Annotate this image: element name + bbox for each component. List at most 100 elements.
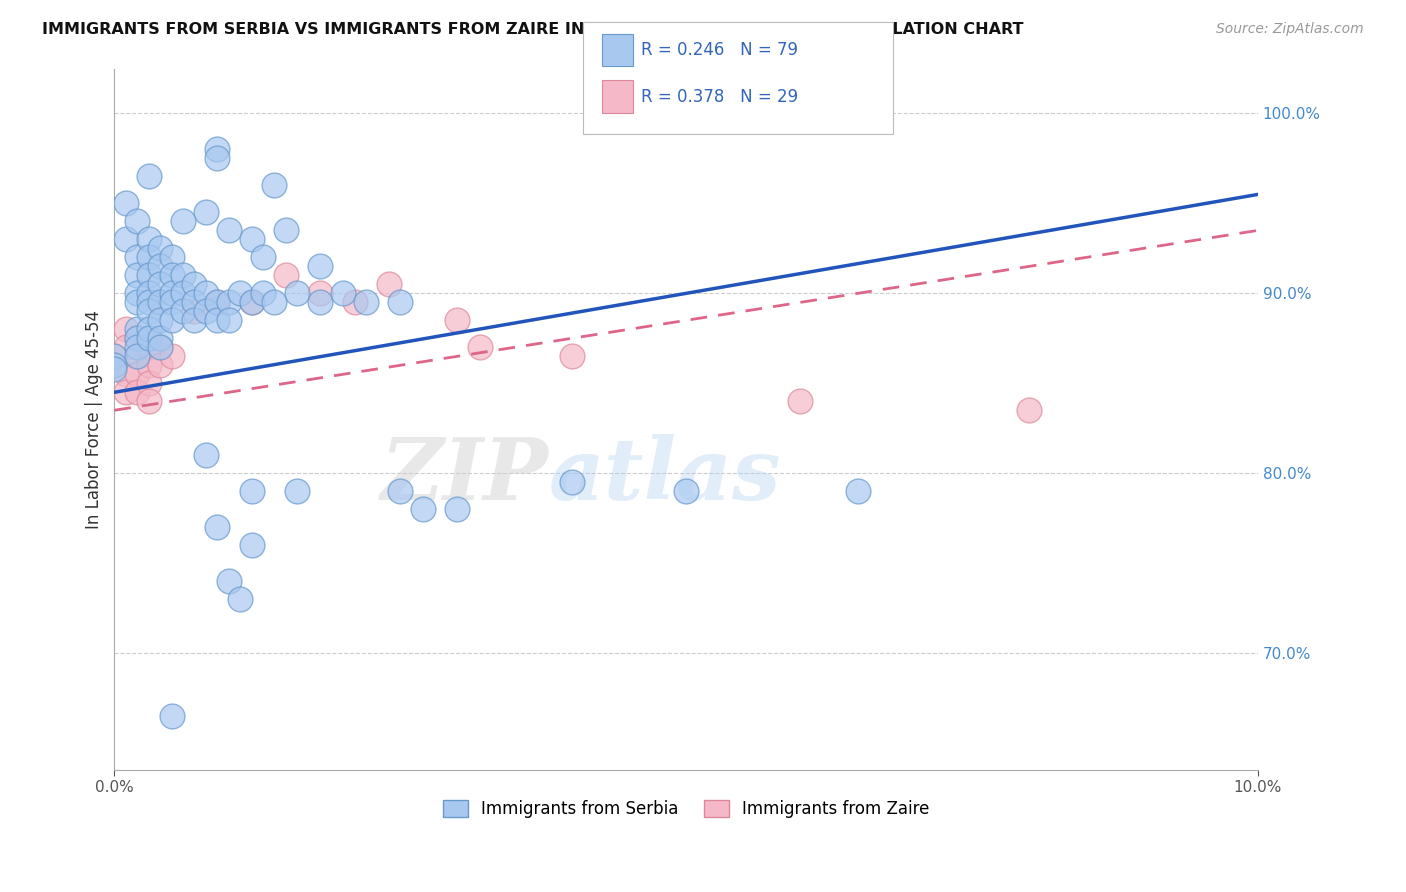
Point [470,340,492,354]
Point [160,251,183,265]
Point [115,368,138,382]
Point [138,304,160,318]
Point [240,295,263,310]
Point [138,331,160,345]
Point [138,340,160,354]
Point [127,331,149,345]
Point [149,359,172,373]
Point [446,502,468,516]
Legend: Immigrants from Serbia, Immigrants from Zaire: Immigrants from Serbia, Immigrants from … [436,793,936,825]
Point [332,286,354,301]
Point [138,322,160,336]
Point [160,286,183,301]
Point [389,484,412,499]
Point [343,295,366,310]
Point [149,340,172,354]
Point [115,385,138,400]
Point [149,295,172,310]
Point [160,268,183,283]
Point [172,268,194,283]
Point [183,277,205,292]
Point [194,286,217,301]
Text: R = 0.378   N = 29: R = 0.378 N = 29 [641,87,799,105]
Point [446,313,468,327]
Point [218,313,240,327]
Point [240,484,263,499]
Point [285,484,308,499]
Point [412,502,434,516]
Point [207,295,229,310]
Point [138,394,160,409]
Point [149,260,172,274]
Point [127,295,149,310]
Point [172,304,194,318]
Point [160,295,183,310]
Point [274,223,297,237]
Point [138,169,160,184]
Point [252,251,274,265]
Point [160,349,183,363]
Point [354,295,377,310]
Point [127,251,149,265]
Point [218,574,240,589]
Point [172,214,194,228]
Point [309,295,332,310]
Point [103,359,125,373]
Text: R = 0.246   N = 79: R = 0.246 N = 79 [641,41,799,59]
Point [127,331,149,345]
Point [240,538,263,552]
Point [274,268,297,283]
Point [561,475,583,490]
Point [1018,403,1040,417]
Point [240,295,263,310]
Text: Source: ZipAtlas.com: Source: ZipAtlas.com [1216,22,1364,37]
Point [229,286,252,301]
Point [149,313,172,327]
Point [127,340,149,354]
Point [378,277,401,292]
Point [138,376,160,391]
Point [103,362,125,376]
Point [389,295,412,310]
Point [183,313,205,327]
Point [263,295,285,310]
Point [138,268,160,283]
Point [207,520,229,534]
Point [285,286,308,301]
Point [207,143,229,157]
Point [194,448,217,462]
Point [183,295,205,310]
Point [309,260,332,274]
Point [160,709,183,723]
Point [160,313,183,327]
Text: IMMIGRANTS FROM SERBIA VS IMMIGRANTS FROM ZAIRE IN LABOR FORCE | AGE 45-54 CORRE: IMMIGRANTS FROM SERBIA VS IMMIGRANTS FRO… [42,22,1024,38]
Point [127,268,149,283]
Point [149,277,172,292]
Point [846,484,869,499]
Point [561,349,583,363]
Point [127,349,149,363]
Point [138,286,160,301]
Point [194,205,217,219]
Point [138,251,160,265]
Point [138,295,160,310]
Text: atlas: atlas [548,434,782,517]
Point [115,232,138,246]
Point [240,232,263,246]
Point [127,349,149,363]
Point [149,241,172,255]
Y-axis label: In Labor Force | Age 45-54: In Labor Force | Age 45-54 [86,310,103,529]
Point [207,295,229,310]
Point [194,304,217,318]
Point [115,196,138,211]
Point [138,359,160,373]
Point [309,286,332,301]
Point [127,385,149,400]
Point [149,331,172,345]
Point [207,313,229,327]
Point [115,340,138,354]
Point [207,152,229,166]
Point [183,304,205,318]
Point [218,223,240,237]
Point [127,286,149,301]
